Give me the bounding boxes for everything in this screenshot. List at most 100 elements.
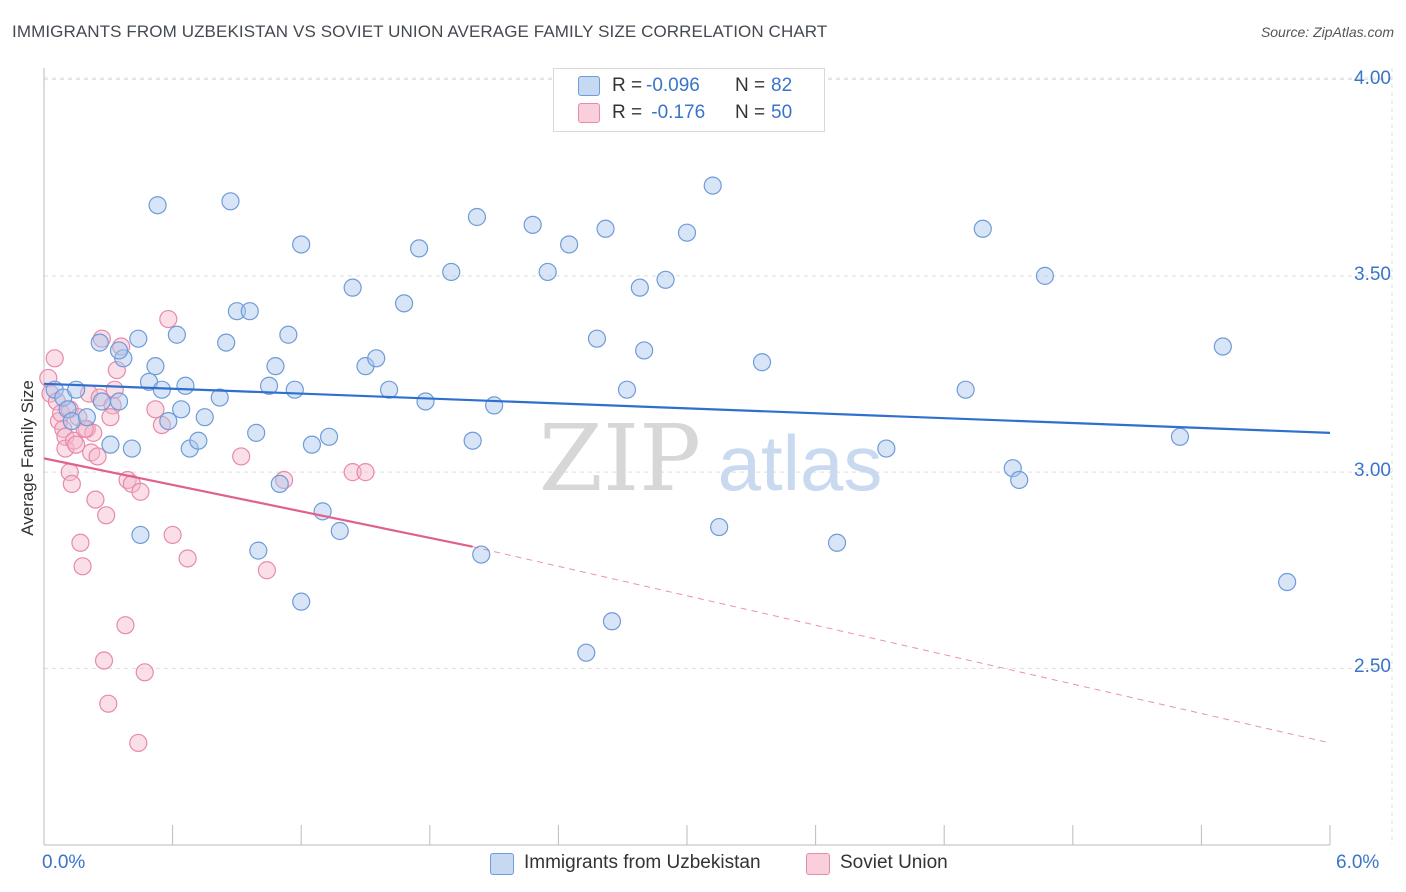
uzbekistan-point [703, 176, 722, 195]
uzbekistan-point [152, 380, 171, 399]
uzbekistan-point [227, 302, 246, 321]
soviet-union-point [99, 694, 118, 713]
uzbekistan-point [467, 207, 487, 227]
soviet-union-point [86, 490, 105, 509]
axes [43, 68, 1331, 846]
uzbekistan-point [367, 349, 386, 368]
uzbekistan-point [442, 262, 461, 282]
soviet-union-point [71, 533, 90, 552]
uzbekistan-point [129, 329, 148, 348]
soviet-union-point [88, 447, 107, 466]
soviet-union-point [116, 616, 135, 635]
soviet-union-point [232, 447, 251, 466]
bottom-legend-swatch-pink [806, 853, 830, 875]
watermark-zip: ZIP [539, 405, 701, 512]
soviet-union-point [94, 651, 114, 670]
uzbekistan-point [485, 396, 504, 415]
uzbekistan-point [62, 412, 81, 431]
x-tick-label-max: 6.0% [1336, 852, 1380, 873]
uzbekistan-point [167, 325, 186, 344]
soviet-union-point [257, 561, 277, 580]
y-tick-label: 2.50 [1354, 656, 1391, 678]
soviet-union-point [45, 349, 64, 368]
uzbekistan-point [635, 341, 654, 360]
soviet-union-point [67, 435, 86, 454]
uzbekistan-point [394, 294, 414, 313]
soviet-union-point [129, 733, 148, 753]
uzbekistan-point [292, 592, 311, 611]
uzbekistan-point [266, 357, 285, 376]
uzbekistan-point [77, 408, 96, 427]
uzbekistan-point [302, 435, 322, 454]
soviet-union-point [97, 506, 116, 525]
uzbekistan-point [602, 612, 622, 631]
legend-n-label: N = [735, 75, 771, 96]
uzbekistan-point [630, 278, 649, 297]
bottom-legend-swatch-blue [490, 853, 514, 875]
uzbekistan-point [279, 325, 298, 344]
soviet-union-point [178, 549, 197, 568]
uzbekistan-point [710, 517, 729, 537]
uzbekistan-point [827, 533, 847, 552]
uzbekistan-point [270, 474, 289, 493]
y-tick-label: 3.50 [1354, 263, 1391, 285]
uzbekistan-point [247, 423, 266, 442]
soviet-union-point [343, 463, 362, 482]
legend-r-value: -0.176 [646, 102, 706, 123]
legend-n-value: 50 [771, 102, 793, 123]
uzbekistan-point [956, 380, 975, 399]
legend-swatch-blue [578, 76, 600, 96]
legend-r-label: R = [612, 75, 648, 96]
soviet-union-point [73, 557, 92, 576]
uzbekistan-point [677, 223, 697, 242]
soviet-union-point [135, 663, 154, 682]
uzbekistan-point [131, 525, 150, 545]
uzbekistan-point [221, 192, 240, 211]
soviet-union-trend-line [43, 457, 473, 548]
uzbekistan-point [195, 408, 214, 427]
uzbekistan-point [587, 329, 607, 348]
soviet-union-point [101, 408, 120, 427]
legend-n-label: N = [735, 102, 771, 123]
uzbekistan-point [285, 380, 304, 399]
soviet-union-point [62, 474, 81, 493]
soviet-union-point [131, 482, 150, 501]
uzbekistan-point [58, 400, 77, 419]
uzbekistan-point [560, 235, 579, 254]
uzbekistan-point [92, 392, 111, 411]
uzbekistan-point [189, 431, 208, 450]
y-tick-label: 3.00 [1354, 460, 1391, 482]
uzbekistan-point [1170, 427, 1190, 446]
uzbekistan-point [159, 412, 178, 431]
uzbekistan-point [877, 439, 896, 458]
uzbekistan-point [90, 333, 109, 352]
uzbekistan-point [319, 427, 339, 446]
uzbekistan-point [472, 545, 491, 564]
uzbekistan-point [240, 302, 259, 321]
uzbekistan-point [148, 196, 167, 215]
uzbekistan-point [101, 435, 120, 454]
uzbekistan-point [416, 392, 435, 411]
trend-lines [43, 382, 1331, 744]
uzbekistan-point [577, 643, 596, 662]
stats-legend: R = -0.096 N = 82 R = -0.176 N = 50 [553, 68, 825, 132]
uzbekistan-point [1278, 572, 1297, 592]
uzbekistan-points [45, 97, 1297, 662]
uzbekistan-point [292, 235, 311, 254]
soviet-union-trend-extension [472, 546, 1331, 744]
uzbekistan-point [172, 400, 191, 419]
uzbekistan-point [210, 388, 229, 407]
uzbekistan-point [259, 376, 279, 395]
soviet-union-points [39, 309, 375, 753]
watermark-atlas: atlas [718, 419, 883, 507]
uzbekistan-point [463, 431, 482, 450]
uzbekistan-point [330, 521, 349, 541]
uzbekistan-point [1003, 459, 1022, 478]
uzbekistan-point [596, 219, 615, 238]
uzbekistan-point [176, 376, 195, 395]
legend-r-label: R = [612, 102, 648, 123]
uzbekistan-point [109, 341, 129, 360]
chart-title: IMMIGRANTS FROM UZBEKISTAN VS SOVIET UNI… [12, 22, 828, 41]
uzbekistan-point [1010, 470, 1029, 490]
